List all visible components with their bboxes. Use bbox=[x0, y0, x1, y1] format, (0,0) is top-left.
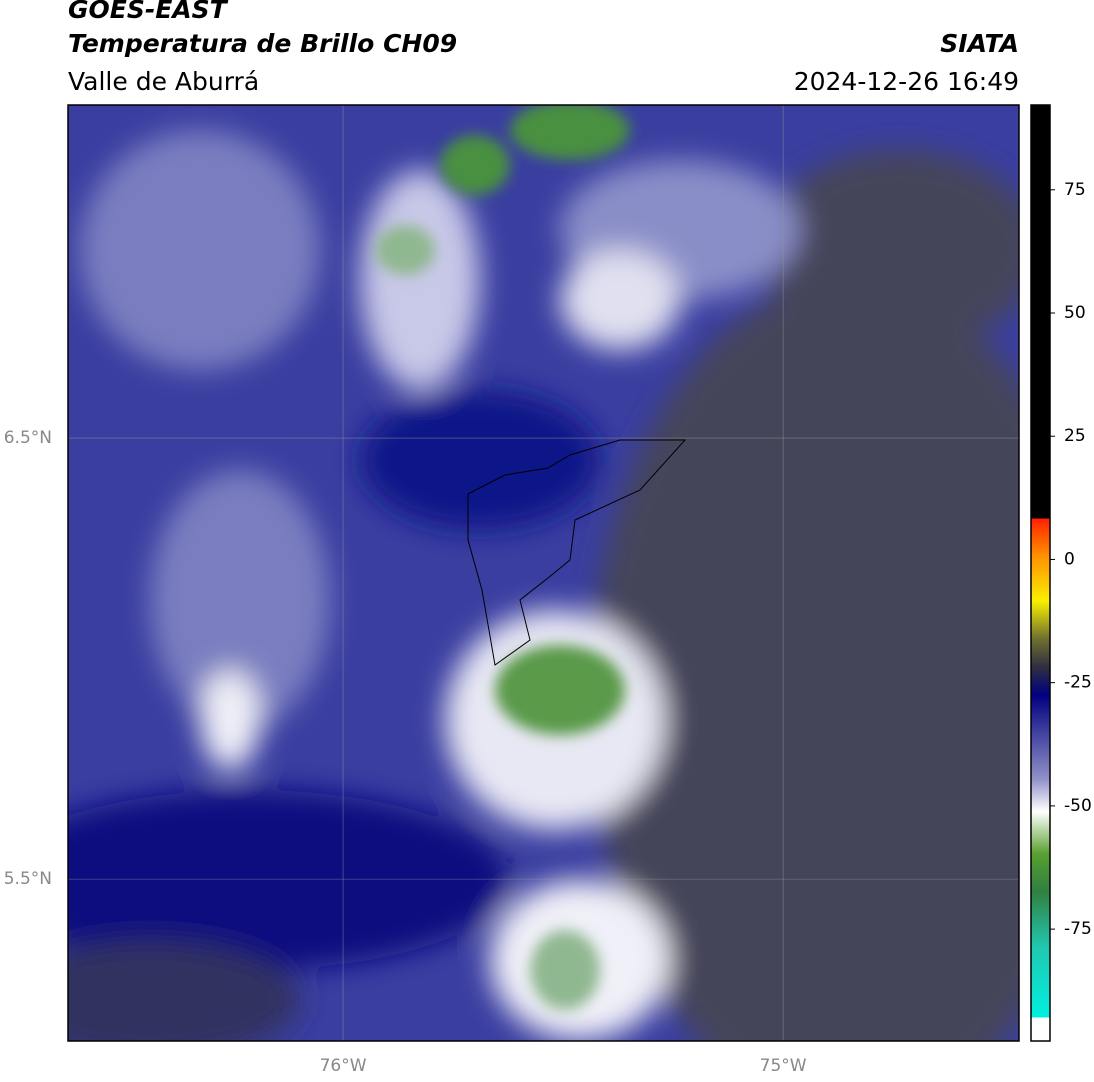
colorbar-tick-label: -75 bbox=[1064, 919, 1092, 939]
x-tick-label: 75°W bbox=[760, 1056, 807, 1076]
colorbar-tick-label: 75 bbox=[1064, 180, 1086, 200]
colorbar-tick-label: 0 bbox=[1064, 549, 1075, 569]
colorbar-tick-label: 50 bbox=[1064, 303, 1086, 323]
region: Valle de Aburrá bbox=[68, 67, 259, 96]
source: GOES-EAST bbox=[68, 0, 229, 24]
colorbar-tick-label: 25 bbox=[1064, 426, 1086, 446]
colorbar bbox=[1030, 104, 1051, 1042]
y-tick-label: 5.5°N bbox=[4, 869, 52, 889]
colorbar-tick-label: -50 bbox=[1064, 796, 1092, 816]
map-frame bbox=[67, 104, 1020, 1042]
title: Temperatura de Brillo CH09 bbox=[68, 29, 457, 58]
datetime: 2024-12-26 16:49 bbox=[794, 67, 1019, 96]
header: GOES-EAST Temperatura de Brillo CH09 Val… bbox=[68, 0, 1019, 96]
agency: SIATA bbox=[940, 29, 1019, 58]
y-tick-label: 6.5°N bbox=[4, 428, 52, 448]
valley-outline bbox=[467, 439, 687, 666]
satellite-image bbox=[68, 105, 1019, 1041]
colorbar-tick-label: -25 bbox=[1064, 673, 1092, 693]
x-tick-label: 76°W bbox=[320, 1056, 367, 1076]
